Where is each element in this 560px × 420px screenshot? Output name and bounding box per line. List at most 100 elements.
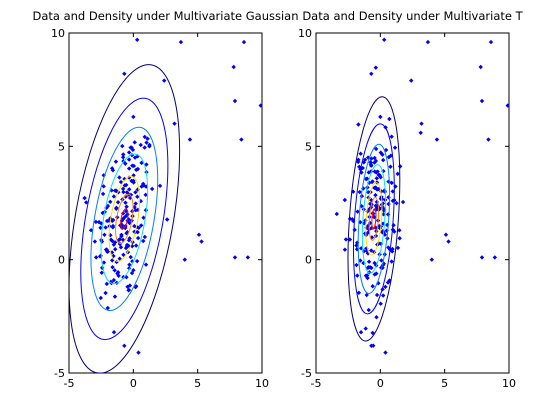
multivariate-t-data-point bbox=[356, 290, 362, 296]
gaussian-data-point bbox=[113, 247, 118, 252]
multivariate-t-data-point bbox=[372, 160, 377, 165]
multivariate-t-data-point bbox=[358, 246, 364, 251]
gaussian-data-point bbox=[123, 208, 129, 214]
gaussian-data-point bbox=[196, 232, 202, 237]
gaussian-data-point bbox=[119, 232, 124, 237]
gaussian-data-point bbox=[131, 267, 136, 273]
gaussian-data-point bbox=[101, 173, 106, 178]
multivariate-t-data-point bbox=[380, 152, 385, 157]
gaussian-data-point bbox=[123, 225, 128, 231]
multivariate-t-data-point bbox=[385, 212, 391, 217]
gaussian-data-point bbox=[199, 239, 204, 244]
gaussian-data-point bbox=[116, 273, 121, 278]
multivariate-t-data-point bbox=[389, 259, 394, 264]
gaussian-data-point bbox=[127, 236, 132, 241]
gaussian-data-point bbox=[143, 192, 148, 198]
gaussian-data-point bbox=[114, 206, 119, 211]
gaussian-data-point bbox=[120, 155, 126, 160]
multivariate-t-data-point bbox=[365, 251, 371, 256]
multivariate-t-data-point bbox=[425, 39, 431, 45]
gaussian-data-point bbox=[117, 237, 123, 242]
gaussian-data-point bbox=[135, 207, 141, 213]
gaussian-data-point bbox=[258, 103, 262, 108]
multivariate-t-data-point bbox=[372, 272, 377, 277]
gaussian-data-point bbox=[127, 195, 133, 201]
multivariate-t-data-point bbox=[492, 255, 498, 260]
multivariate-t-data-point bbox=[354, 243, 359, 248]
multivariate-t-data-point bbox=[351, 218, 356, 224]
gaussian-data-point bbox=[131, 180, 136, 185]
multivariate-t-density-contour bbox=[353, 123, 395, 315]
multivariate-t-y-tick-label: -5 bbox=[301, 367, 312, 380]
gaussian-data-point bbox=[143, 262, 149, 267]
gaussian-data-point bbox=[136, 350, 141, 355]
multivariate-t-data-point bbox=[374, 176, 379, 181]
multivariate-t-data-point bbox=[372, 260, 377, 266]
gaussian-data-point bbox=[172, 121, 177, 126]
multivariate-t-data-point bbox=[434, 137, 440, 142]
multivariate-t-data-point bbox=[392, 229, 397, 234]
gaussian-data-point bbox=[127, 187, 132, 192]
gaussian-data-point bbox=[117, 175, 122, 180]
multivariate-t-data-point bbox=[370, 284, 375, 289]
multivariate-t-data-point bbox=[409, 78, 414, 83]
gaussian-data-point bbox=[103, 290, 108, 296]
multivariate-t-data-point bbox=[479, 255, 485, 260]
gaussian-data-point bbox=[115, 270, 121, 275]
gaussian-data-point bbox=[104, 247, 109, 252]
gaussian-data-point bbox=[113, 159, 119, 164]
multivariate-t-data-point bbox=[369, 179, 375, 185]
multivariate-t-data-point bbox=[373, 185, 378, 190]
gaussian-data-point bbox=[142, 145, 147, 150]
gaussian-data-point bbox=[93, 255, 99, 260]
gaussian-data-point bbox=[106, 218, 112, 223]
gaussian-data-point bbox=[60, 242, 64, 246]
gaussian-data-point bbox=[130, 147, 136, 153]
multivariate-t-data-point bbox=[383, 350, 388, 355]
multivariate-t-data-point bbox=[366, 307, 371, 313]
gaussian-data-point bbox=[131, 114, 136, 120]
multivariate-t-data-point bbox=[369, 235, 375, 240]
gaussian-data-point bbox=[122, 71, 127, 76]
gaussian-data-point bbox=[133, 190, 138, 195]
gaussian-data-point bbox=[232, 98, 238, 104]
gaussian-data-point bbox=[124, 244, 130, 249]
gaussian-data-point bbox=[122, 176, 127, 182]
multivariate-t-density-contour bbox=[368, 196, 380, 241]
multivariate-t-data-point bbox=[397, 164, 403, 169]
multivariate-t-data-point bbox=[374, 292, 380, 298]
gaussian-data-point bbox=[164, 217, 170, 222]
gaussian-data-point bbox=[135, 235, 141, 241]
multivariate-t-axes-box bbox=[315, 32, 510, 374]
multivariate-t-data-point bbox=[365, 189, 371, 195]
multivariate-t-x-tick-label: 0 bbox=[377, 377, 384, 390]
gaussian-data-point bbox=[126, 157, 132, 162]
multivariate-t-data-point bbox=[369, 71, 374, 76]
gaussian-panel: -5 0 5 10 -5 0 5 10 Data and Density under Multi… bbox=[32, 9, 298, 390]
gaussian-data-point bbox=[127, 262, 132, 267]
gaussian-data-point bbox=[118, 245, 124, 250]
gaussian-data-point bbox=[145, 136, 150, 141]
multivariate-t-data-point bbox=[373, 225, 379, 230]
multivariate-t-data-point bbox=[364, 176, 370, 181]
gaussian-data-point bbox=[121, 274, 126, 280]
multivariate-t-data-point bbox=[369, 163, 374, 168]
multivariate-t-data-point bbox=[366, 259, 372, 264]
multivariate-t-data-point bbox=[418, 130, 423, 135]
gaussian-data-point bbox=[239, 137, 244, 142]
multivariate-t-data-point bbox=[373, 192, 378, 198]
gaussian-data-point bbox=[103, 225, 108, 230]
gaussian-data-point bbox=[111, 242, 117, 247]
gaussian-y-tick-label: 10 bbox=[51, 27, 65, 40]
multivariate-t-density-contour bbox=[365, 182, 383, 256]
multivariate-t-data-point bbox=[505, 103, 509, 108]
gaussian-data-point bbox=[241, 39, 247, 45]
multivariate-t-data-point bbox=[395, 171, 400, 177]
multivariate-t-data-point bbox=[376, 172, 381, 178]
gaussian-density-contour bbox=[100, 153, 149, 285]
multivariate-t-data-point bbox=[373, 203, 379, 208]
multivariate-t-data-point bbox=[362, 157, 368, 162]
gaussian-data-point bbox=[126, 175, 132, 180]
gaussian-data-point bbox=[132, 155, 138, 160]
